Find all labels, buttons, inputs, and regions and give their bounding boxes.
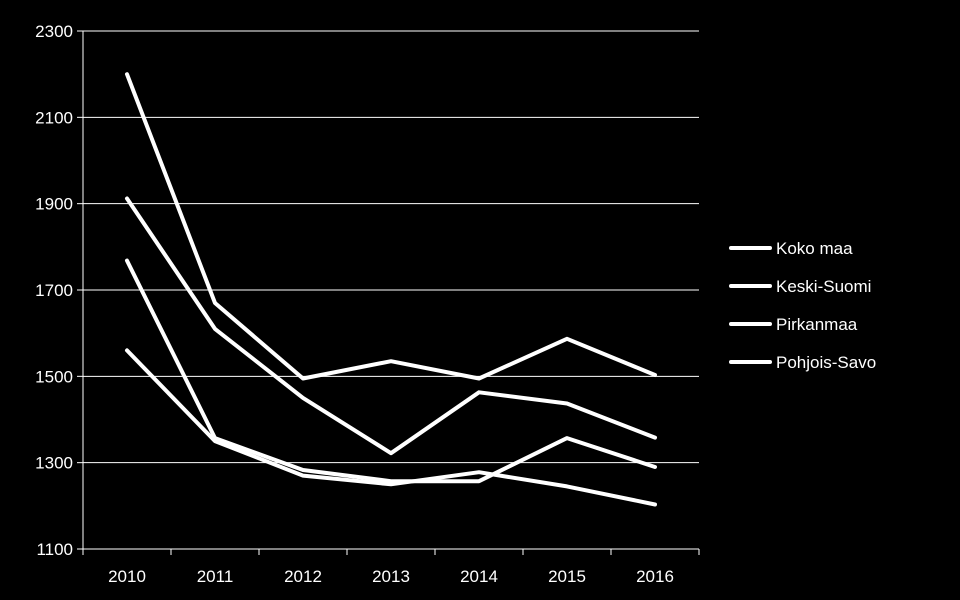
x-tick-label: 2016 [636, 567, 674, 586]
x-tick-label: 2013 [372, 567, 410, 586]
y-tick-label: 1900 [35, 195, 73, 214]
series-lines [125, 72, 657, 507]
axes [77, 30, 700, 555]
y-tick-label: 2300 [35, 22, 73, 41]
series-line-pirkanmaa [125, 196, 657, 456]
series-line-koko-maa [125, 348, 657, 507]
x-tick-label: 2014 [460, 567, 498, 586]
x-tick-label: 2012 [284, 567, 322, 586]
x-tick-label: 2015 [548, 567, 586, 586]
y-tick-label: 1300 [35, 454, 73, 473]
legend-label: Koko maa [776, 239, 853, 258]
y-tick-labels: 1100 1300 1500 1700 1900 2100 2300 [35, 22, 73, 559]
x-tick-labels: 2010 2011 2012 2013 2014 2015 2016 [108, 567, 674, 586]
legend-label: Keski-Suomi [776, 277, 871, 296]
series-line-keski-suomi [125, 72, 657, 381]
y-tick-label: 2100 [35, 108, 73, 127]
legend-label: Pirkanmaa [776, 315, 858, 334]
x-tick-label: 2011 [197, 567, 234, 586]
y-tick-label: 1700 [35, 281, 73, 300]
y-tick-label: 1500 [35, 367, 73, 386]
x-tick-label: 2010 [108, 567, 146, 586]
series-line-pohjois-savo [125, 258, 657, 484]
legend-label: Pohjois-Savo [776, 353, 876, 372]
y-tick-label: 1100 [36, 540, 73, 559]
legend: Koko maa Keski-Suomi Pirkanmaa Pohjois-Savo [729, 239, 876, 372]
